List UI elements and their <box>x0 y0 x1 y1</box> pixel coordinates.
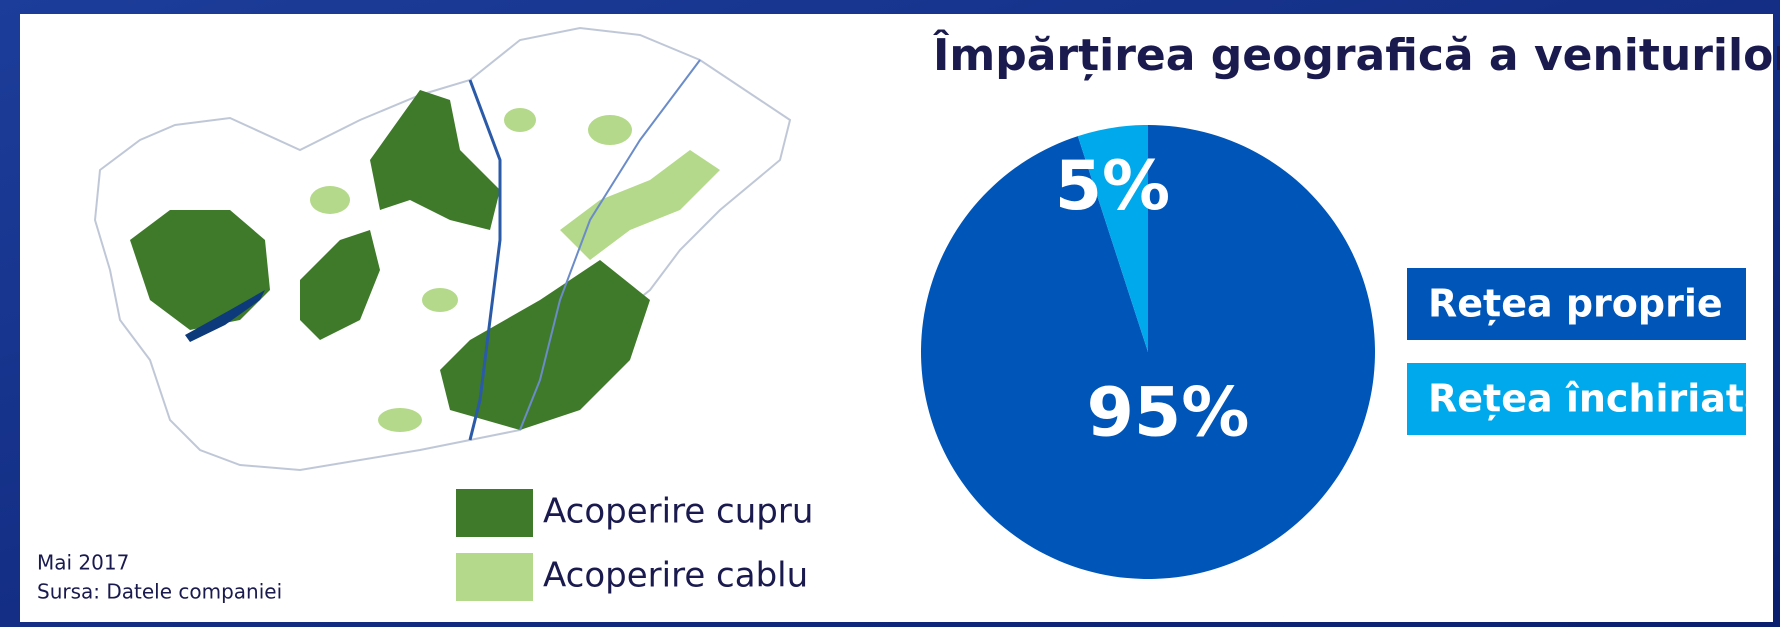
note: Mai 2017 <box>37 551 129 575</box>
cable-area <box>422 288 458 312</box>
copper-area <box>440 260 650 430</box>
river <box>468 79 502 441</box>
pie-slice <box>920 125 1375 579</box>
legend-box <box>1407 268 1746 340</box>
cable-area <box>504 108 536 132</box>
chart-title: Împărțirea geografică a veniturilor <box>933 28 1780 81</box>
river <box>519 59 701 431</box>
legend-box <box>1407 363 1746 435</box>
pie-slice <box>1077 125 1148 352</box>
lake <box>185 290 265 342</box>
data-label: 5% <box>1055 147 1170 226</box>
cable-area <box>310 186 350 214</box>
legend-label: Rețea închiriată <box>1428 377 1770 421</box>
copper-area <box>300 230 380 340</box>
note: Sursa: Datele companiei <box>37 580 282 604</box>
map <box>93 26 792 472</box>
copper-area <box>370 90 500 230</box>
legend-swatch <box>456 553 533 601</box>
legend-label: Rețea proprie <box>1428 282 1723 326</box>
legend-label: Acoperire cupru <box>543 492 813 532</box>
legend-label: Acoperire cablu <box>543 556 808 596</box>
cable-area <box>588 115 632 145</box>
cable-area <box>560 150 720 260</box>
copper-area <box>130 210 270 330</box>
legend-swatch <box>456 489 533 537</box>
data-label: 95% <box>1087 374 1250 453</box>
cable-area <box>378 408 422 432</box>
